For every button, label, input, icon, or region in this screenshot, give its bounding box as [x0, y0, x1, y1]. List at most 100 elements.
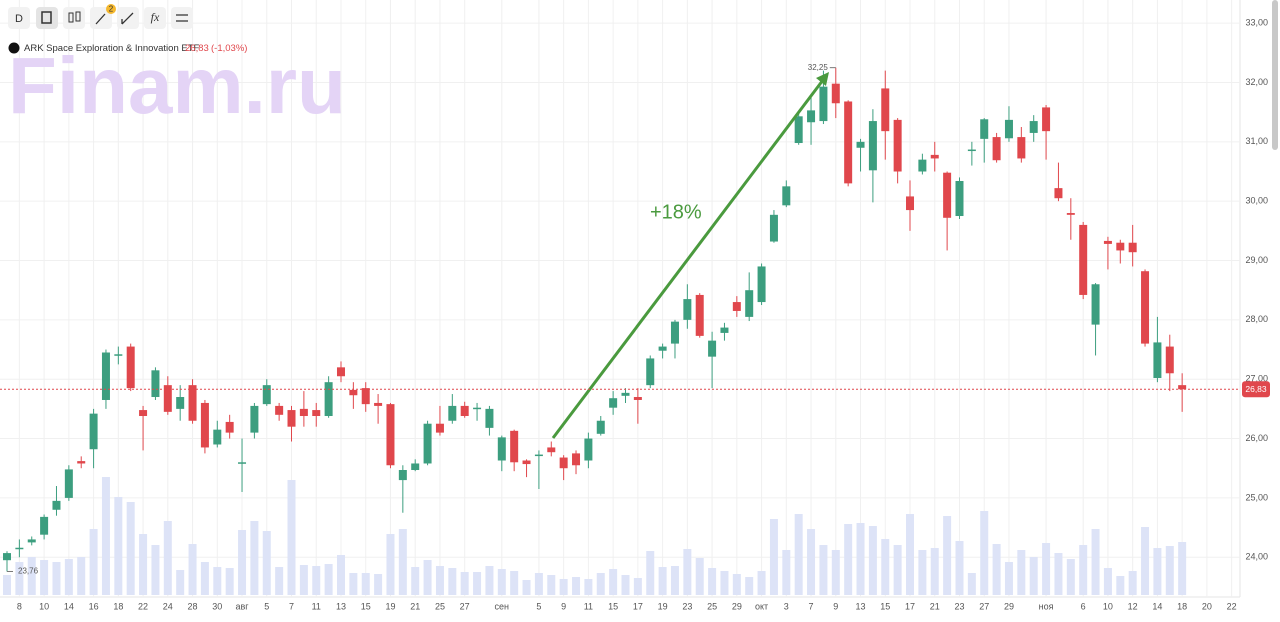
x-tick-label: 13: [856, 601, 866, 611]
volume-bar: [1103, 568, 1112, 595]
candle-body: [695, 294, 704, 336]
volume-bar: [1079, 545, 1088, 595]
x-tick-label: 15: [361, 601, 371, 611]
candle-body: [238, 462, 247, 464]
candles-button[interactable]: [63, 7, 85, 29]
candle-body: [745, 290, 754, 317]
candle-body: [101, 352, 110, 400]
candle-body: [1029, 121, 1038, 133]
volume-bar: [101, 477, 110, 595]
volume-bar: [435, 566, 444, 595]
indicator-button[interactable]: [144, 7, 166, 29]
x-tick-label: 21: [410, 601, 420, 611]
settings-button[interactable]: [171, 7, 193, 29]
volume-bar: [534, 573, 543, 595]
volume-bar: [287, 480, 296, 595]
volume-bar: [176, 570, 185, 595]
x-tick-label: 28: [188, 601, 198, 611]
candle-body: [621, 392, 630, 396]
volume-bar: [856, 523, 865, 595]
volume-bar: [930, 548, 939, 595]
candle-body: [708, 340, 717, 357]
x-tick-label: 17: [905, 601, 915, 611]
x-tick-label: 10: [1103, 601, 1113, 611]
volume-bar: [77, 557, 86, 595]
x-tick-label: 13: [336, 601, 346, 611]
trend-arrow: [551, 79, 825, 439]
volume-bar: [1141, 527, 1150, 595]
volume-bar: [732, 574, 741, 595]
x-tick-label: 11: [584, 601, 593, 611]
icon: [41, 11, 52, 24]
high-label: 32,25: [808, 63, 829, 72]
candle-body: [200, 402, 209, 448]
x-tick-label: 19: [658, 601, 668, 611]
interval-label: D: [15, 13, 23, 25]
volume-bar: [1165, 546, 1174, 595]
interval-button[interactable]: [8, 7, 30, 29]
candle-body: [262, 385, 271, 405]
volume-bar: [238, 530, 247, 595]
candle-body: [609, 398, 618, 408]
volume-bar: [460, 572, 469, 595]
annotation: +18%: [650, 201, 702, 223]
volume-bar: [658, 567, 667, 595]
candle-body: [683, 299, 692, 320]
price-tag-label: 26,83: [1245, 384, 1267, 394]
candle-body: [114, 354, 123, 356]
y-tick-label: 33,00: [1245, 18, 1268, 28]
volume-bar: [584, 579, 593, 595]
x-tick-label: авг: [235, 601, 249, 611]
y-tick-label: 32,00: [1245, 77, 1268, 87]
volume-bar: [683, 549, 692, 595]
x-tick-label: 15: [880, 601, 890, 611]
candle-body: [374, 402, 383, 406]
scrollbar[interactable]: [1272, 0, 1278, 150]
volume-bar: [670, 566, 679, 595]
arrow-head: [816, 72, 829, 86]
candle-body: [757, 266, 766, 303]
volume-bar: [151, 545, 160, 595]
candle-body: [819, 86, 828, 122]
y-tick-label: 29,00: [1245, 255, 1268, 265]
volume-bar: [906, 514, 915, 595]
candle-body: [943, 172, 952, 218]
x-tick-label: 9: [561, 601, 566, 611]
x-tick-label: 11: [312, 601, 321, 611]
x-tick-label: 18: [1177, 601, 1187, 611]
candle-body: [27, 539, 36, 543]
volume-bar: [1178, 542, 1187, 595]
volume-bar: [126, 502, 135, 595]
candle-body: [1153, 342, 1162, 379]
volume-bar: [769, 519, 778, 595]
volume-bar: [1042, 543, 1051, 595]
x-tick-label: 5: [536, 601, 541, 611]
volume-bar: [299, 565, 308, 595]
x-tick-label: 12: [1128, 601, 1138, 611]
candle-body: [139, 410, 148, 417]
volume-bar: [473, 572, 482, 595]
x-tick-label: 21: [930, 601, 940, 611]
candle-body: [868, 121, 877, 171]
candle-body: [782, 186, 791, 206]
volume-bar: [386, 534, 395, 595]
candle-body: [930, 154, 939, 159]
volume-bar: [349, 573, 358, 595]
y-tick-label: 27,00: [1245, 374, 1268, 384]
x-tick-label: 29: [732, 601, 742, 611]
x-tick-label: 25: [707, 601, 717, 611]
candle-body: [473, 407, 482, 410]
header-change: (-1,03%): [211, 43, 247, 54]
volume-bar: [40, 560, 49, 595]
x-tick-label: 6: [1081, 601, 1086, 611]
candle-body: [1054, 188, 1063, 199]
volume-bar: [992, 544, 1001, 595]
candle-body: [398, 470, 407, 481]
candle-body: [435, 423, 444, 433]
chart-type-button[interactable]: [36, 7, 58, 29]
watermark: Finam.ru: [8, 41, 346, 130]
candle-body: [497, 437, 506, 461]
volume-bar: [943, 516, 952, 595]
candle-body: [534, 454, 543, 457]
y-tick-label: 30,00: [1245, 196, 1268, 206]
